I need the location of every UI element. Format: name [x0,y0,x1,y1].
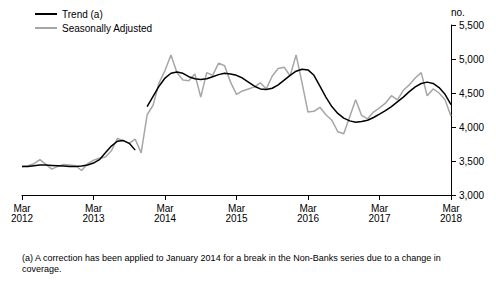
svg-text:Seasonally Adjusted: Seasonally Adjusted [62,23,152,34]
svg-text:Mar: Mar [156,202,174,214]
svg-text:Trend (a): Trend (a) [62,9,103,20]
svg-text:Mar: Mar [299,202,317,214]
svg-text:no.: no. [451,7,465,18]
svg-text:2013: 2013 [82,213,105,224]
svg-text:2015: 2015 [225,213,248,224]
svg-text:4,000: 4,000 [459,122,484,133]
svg-text:Mar: Mar [84,202,103,214]
svg-text:3,500: 3,500 [459,156,484,167]
svg-text:Mar: Mar [227,202,246,214]
svg-text:2016: 2016 [297,213,320,224]
svg-text:(a) A correction has been appl: (a) A correction has been applied to Jan… [22,253,443,263]
svg-text:2014: 2014 [154,213,177,224]
svg-text:5,500: 5,500 [459,20,484,31]
svg-text:3,000: 3,000 [459,190,484,201]
svg-text:Mar: Mar [370,202,389,214]
svg-text:4,500: 4,500 [459,88,484,99]
svg-text:2012: 2012 [11,213,34,224]
svg-text:coverage.: coverage. [22,264,62,274]
svg-text:2017: 2017 [368,213,391,224]
svg-text:2018: 2018 [440,213,463,224]
svg-text:Mar: Mar [13,202,31,214]
svg-text:5,000: 5,000 [459,54,484,65]
svg-text:Mar: Mar [442,202,460,214]
